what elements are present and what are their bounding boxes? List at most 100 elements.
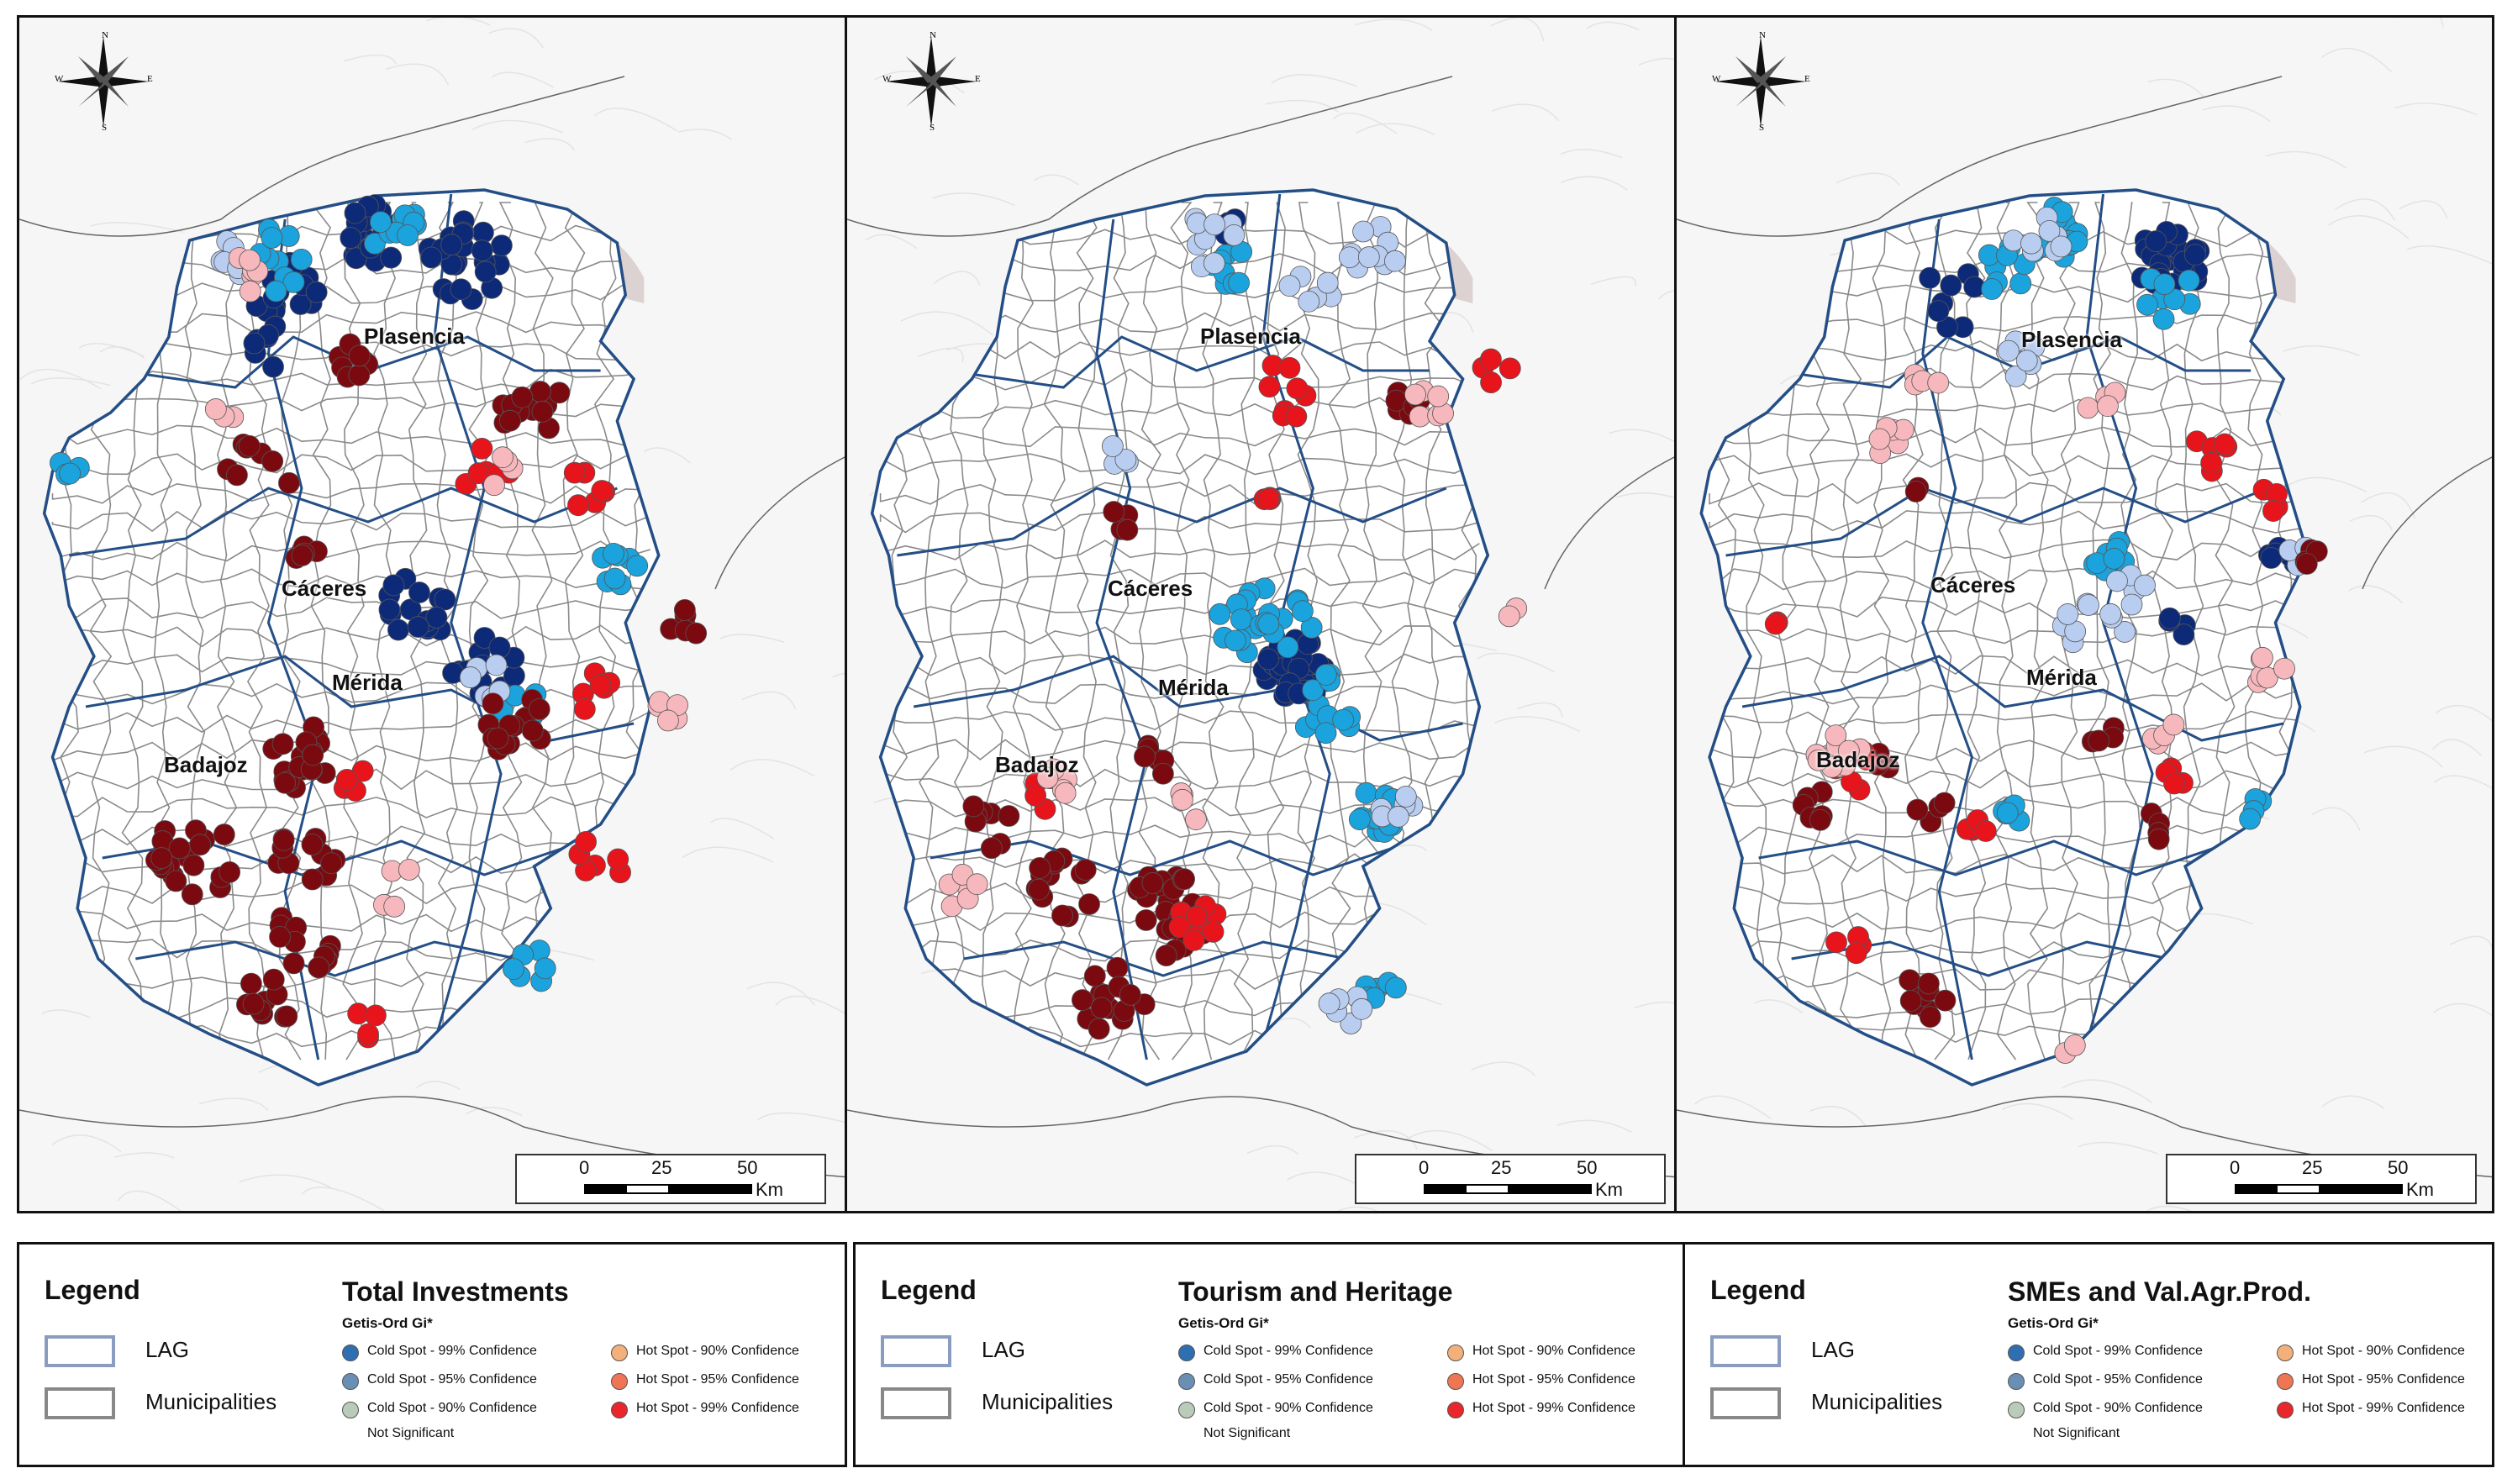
hotspot-point-hot99 — [213, 824, 235, 845]
hotspot-point-hot90 — [483, 474, 505, 497]
hotspot-point-cold90 — [2015, 350, 2038, 372]
lag-boundaries — [897, 193, 1463, 1060]
hotspot-point-hot99 — [242, 992, 265, 1015]
region-outline — [870, 188, 1490, 1087]
hotspot-point-cold99 — [474, 260, 497, 283]
hotspot-point-hot99 — [291, 545, 313, 566]
hotspot-point-cold95 — [2153, 273, 2176, 296]
hotspot-point-cold95 — [1302, 679, 1325, 702]
hotspot-point-cold90 — [1203, 213, 1225, 236]
legend-dot-hot90 — [2277, 1345, 2294, 1361]
hotspot-point-hot90 — [1054, 781, 1077, 804]
lag-label: LAG — [982, 1337, 1026, 1362]
hotspot-point-hot95 — [1286, 377, 1309, 400]
hotspot-point-hot95 — [1168, 916, 1191, 939]
legend-label-hot99: Hot Spot - 99% Confidence — [2302, 1401, 2465, 1415]
hotspot-point-cold90 — [2038, 219, 2061, 242]
hotspot-point-cold99 — [488, 636, 511, 659]
lag-symbol — [45, 1335, 115, 1367]
municipality-boundaries — [879, 202, 1480, 1060]
legend-total-investments: Legend Total Investments Getis-Ord Gi* L… — [17, 1242, 847, 1467]
hotspot-point-hot95 — [1764, 613, 1787, 635]
hotspot-point-hot90 — [1036, 766, 1059, 789]
hotspot-point-hot99 — [1135, 909, 1157, 931]
hotspot-point-hot99 — [1151, 762, 1174, 785]
hotspot-point-hot99 — [1904, 481, 1927, 503]
hotspot-point-cold90 — [2057, 603, 2079, 625]
legend-heading: Legend — [1710, 1275, 1806, 1305]
hotspot-point-hot90 — [1807, 749, 1830, 771]
hotspot-point-hot99 — [240, 972, 262, 995]
hotspot-point-cold90 — [2004, 365, 2027, 387]
hotspot-point-hot99 — [998, 805, 1020, 827]
hotspot-point-cold99 — [2145, 230, 2167, 252]
hotspot-point-hot90 — [2162, 713, 2185, 736]
hotspot-point-hot90 — [2097, 395, 2119, 418]
legend-dot-hot99 — [1447, 1402, 1464, 1418]
hotspot-point-hot99 — [1088, 1018, 1110, 1040]
legend-method: Getis-Ord Gi* — [1178, 1315, 1269, 1331]
hotspot-point-hot95 — [1258, 376, 1281, 398]
hotspot-point-hot99 — [189, 834, 212, 856]
hotspot-point-hot99 — [1051, 904, 1073, 927]
hotspot-point-cold95 — [603, 542, 624, 565]
hotspot-point-hot99 — [1078, 893, 1100, 915]
municipalities-symbol — [1710, 1387, 1781, 1419]
hotspot-point-cold99 — [340, 227, 362, 249]
hotspot-point-cold95 — [282, 271, 305, 293]
hotspot-point-cold90 — [2106, 570, 2128, 592]
legend-dot-cold99 — [2008, 1345, 2025, 1361]
hotspot-point-cold90 — [1352, 220, 1374, 243]
hotspot-point-cold95 — [1314, 722, 1337, 745]
hotspot-point-hot99 — [1072, 989, 1093, 1011]
hotspot-point-hot95 — [1202, 921, 1225, 943]
hotspot-point-cold95 — [369, 211, 392, 234]
city-label-badajoz: Badajoz — [164, 752, 248, 777]
legend-dot-cold90 — [342, 1402, 359, 1418]
hotspot-point-hot95 — [563, 461, 586, 484]
scale-tick-50: 50 — [737, 1157, 758, 1178]
scale-tick-0: 0 — [1419, 1157, 1430, 1178]
hotspot-point-hot99 — [1028, 878, 1050, 901]
compass-letter-n: N — [102, 31, 108, 40]
scale-tick-50: 50 — [1577, 1157, 1598, 1178]
hotspot-point-hot99 — [272, 829, 295, 851]
hotspot-point-hot99 — [673, 599, 696, 621]
hotspot-point-hot99 — [548, 382, 571, 404]
hotspot-point-hot95 — [1480, 371, 1502, 394]
hotspot-point-cold99 — [425, 606, 448, 629]
hotspot-point-hot95 — [589, 674, 612, 696]
hotspot-point-hot99 — [2088, 729, 2109, 752]
hotspot-point-hot99 — [521, 719, 544, 742]
legend-dot-hot95 — [611, 1373, 628, 1390]
scale-unit: Km — [756, 1179, 783, 1200]
hotspot-point-hot99 — [150, 847, 173, 869]
hotspot-point-hot90 — [1171, 788, 1193, 811]
hotspot-point-cold99 — [305, 281, 328, 303]
hotspot-point-hot95 — [1278, 356, 1301, 379]
legend-dot-hot99 — [2277, 1402, 2294, 1418]
hotspot-point-cold99 — [243, 332, 266, 355]
hotspot-point-hot90 — [239, 249, 261, 271]
hotspot-point-cold90 — [1316, 271, 1339, 294]
municipalities-label: Municipalities — [982, 1389, 1114, 1414]
hotspot-point-hot99 — [685, 622, 708, 645]
hotspot-point-hot99 — [219, 860, 241, 883]
hotspot-point-hot99 — [238, 434, 261, 457]
hotspot-point-cold95 — [1348, 808, 1371, 830]
hotspot-point-cold90 — [1357, 246, 1380, 268]
legend-label-notsig: Not Significant — [2033, 1426, 2120, 1440]
hotspot-point-hot99 — [165, 870, 187, 892]
hotspot-point-hot95 — [1845, 942, 1867, 965]
hotspot-point-cold95 — [2103, 547, 2125, 570]
hotspot-point-cold99 — [407, 616, 429, 638]
hotspot-point-hot95 — [2214, 433, 2236, 455]
hotspot-point-hot99 — [1074, 859, 1097, 881]
hotspot-point-hot99 — [1906, 798, 1929, 821]
city-label-merida: Mérida — [1158, 675, 1229, 700]
hotspot-point-cold90 — [2078, 594, 2099, 616]
legend-dot-cold95 — [1178, 1373, 1195, 1390]
hotspot-point-cold99 — [440, 234, 463, 256]
hotspot-point-hot99 — [301, 834, 324, 855]
map-panel-total-investments: N S E W Plasencia Cáceres Mérida Badajoz 0 … — [17, 15, 847, 1213]
